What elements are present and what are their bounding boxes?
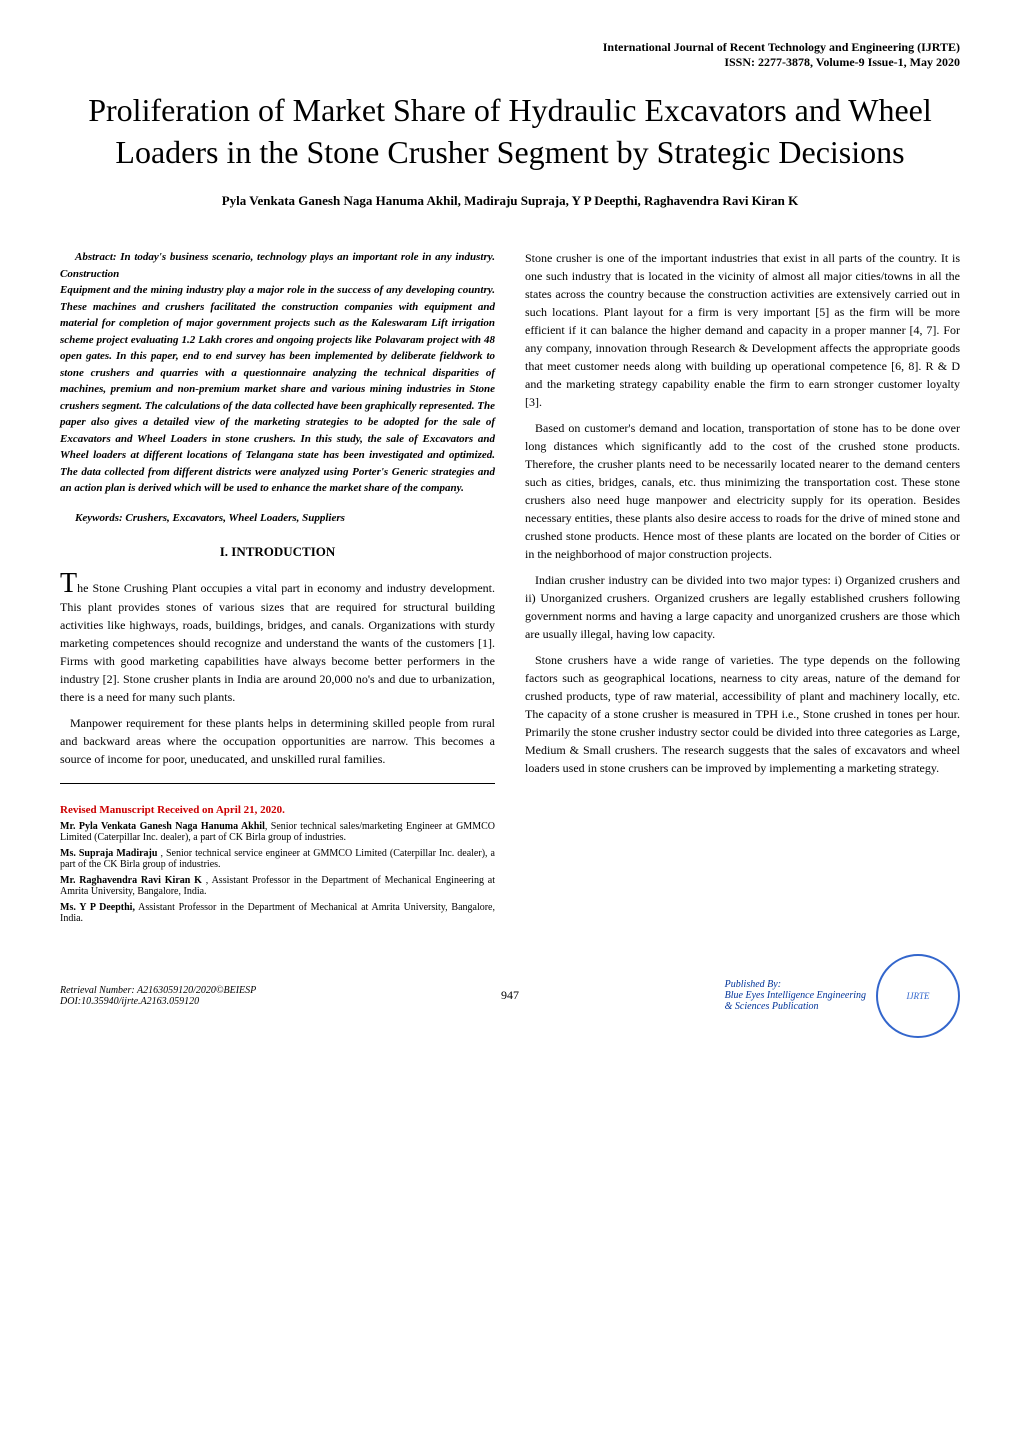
retrieval-number: Retrieval Number: A2163059120/2020©BEIES… (60, 985, 501, 996)
author-bio-4: Ms. Y P Deepthi, Assistant Professor in … (60, 902, 495, 924)
page-number: 947 (501, 988, 519, 1003)
drop-cap: T (60, 568, 77, 599)
section-1-heading: I. INTRODUCTION (60, 544, 495, 560)
journal-name: International Journal of Recent Technolo… (60, 40, 960, 55)
author-bio-1: Mr. Pyla Venkata Ganesh Naga Hanuma Akhi… (60, 821, 495, 843)
published-by-label: Published By: (725, 979, 866, 990)
journal-logo-icon: IJRTE (876, 954, 960, 1038)
abstract-first-line: Abstract: In today's business scenario, … (60, 249, 495, 282)
footer-left: Retrieval Number: A2163059120/2020©BEIES… (60, 985, 501, 1007)
intro-para-1: The Stone Crushing Plant occupies a vita… (60, 570, 495, 706)
right-para-4: Stone crushers have a wide range of vari… (525, 651, 960, 777)
abstract-section: Abstract: In today's business scenario, … (60, 249, 495, 497)
separator-line (60, 783, 495, 784)
publisher-info: Published By: Blue Eyes Intelligence Eng… (725, 979, 866, 1012)
right-para-2: Based on customer's demand and location,… (525, 419, 960, 563)
right-para-1: Stone crusher is one of the important in… (525, 249, 960, 411)
author-bio-3: Mr. Raghavendra Ravi Kiran K , Assistant… (60, 875, 495, 897)
content-columns: Abstract: In today's business scenario, … (60, 249, 960, 924)
revised-header: Revised Manuscript Received on April 21,… (60, 804, 495, 816)
journal-header: International Journal of Recent Technolo… (60, 40, 960, 70)
journal-issn: ISSN: 2277-3878, Volume-9 Issue-1, May 2… (60, 55, 960, 70)
footer-right: Published By: Blue Eyes Intelligence Eng… (519, 954, 960, 1038)
bio-2-name: Ms. Supraja Madiraju (60, 848, 157, 859)
logo-text: IJRTE (907, 991, 930, 1001)
bio-4-name: Ms. Y P Deepthi, (60, 902, 135, 913)
publisher-name-2: & Sciences Publication (725, 1001, 866, 1012)
right-para-3: Indian crusher industry can be divided i… (525, 571, 960, 643)
keywords-line: Keywords: Crushers, Excavators, Wheel Lo… (60, 512, 495, 524)
left-column: Abstract: In today's business scenario, … (60, 249, 495, 924)
bio-1-name: Mr. Pyla Venkata Ganesh Naga Hanuma Akhi… (60, 821, 265, 832)
publisher-name: Blue Eyes Intelligence Engineering (725, 990, 866, 1001)
intro-para-1-text: he Stone Crushing Plant occupies a vital… (60, 581, 495, 704)
abstract-body: Equipment and the mining industry play a… (60, 282, 495, 497)
doi: DOI:10.35940/ijrte.A2163.059120 (60, 996, 501, 1007)
paper-title: Proliferation of Market Share of Hydraul… (60, 90, 960, 173)
authors-list: Pyla Venkata Ganesh Naga Hanuma Akhil, M… (60, 193, 960, 209)
intro-para-2: Manpower requirement for these plants he… (60, 714, 495, 768)
author-bio-2: Ms. Supraja Madiraju , Senior technical … (60, 848, 495, 870)
right-column: Stone crusher is one of the important in… (525, 249, 960, 924)
bio-3-name: Mr. Raghavendra Ravi Kiran K (60, 875, 202, 886)
page-footer: Retrieval Number: A2163059120/2020©BEIES… (60, 954, 960, 1038)
